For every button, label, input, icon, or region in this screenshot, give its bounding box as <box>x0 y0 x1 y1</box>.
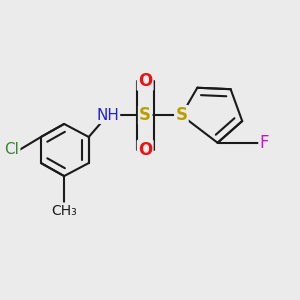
Text: CH₃: CH₃ <box>51 204 77 218</box>
Text: S: S <box>139 106 151 124</box>
Text: F: F <box>260 134 269 152</box>
Text: S: S <box>176 106 188 124</box>
Text: O: O <box>138 71 152 89</box>
Text: NH: NH <box>96 108 119 123</box>
Text: O: O <box>138 141 152 159</box>
Text: Cl: Cl <box>4 142 19 158</box>
